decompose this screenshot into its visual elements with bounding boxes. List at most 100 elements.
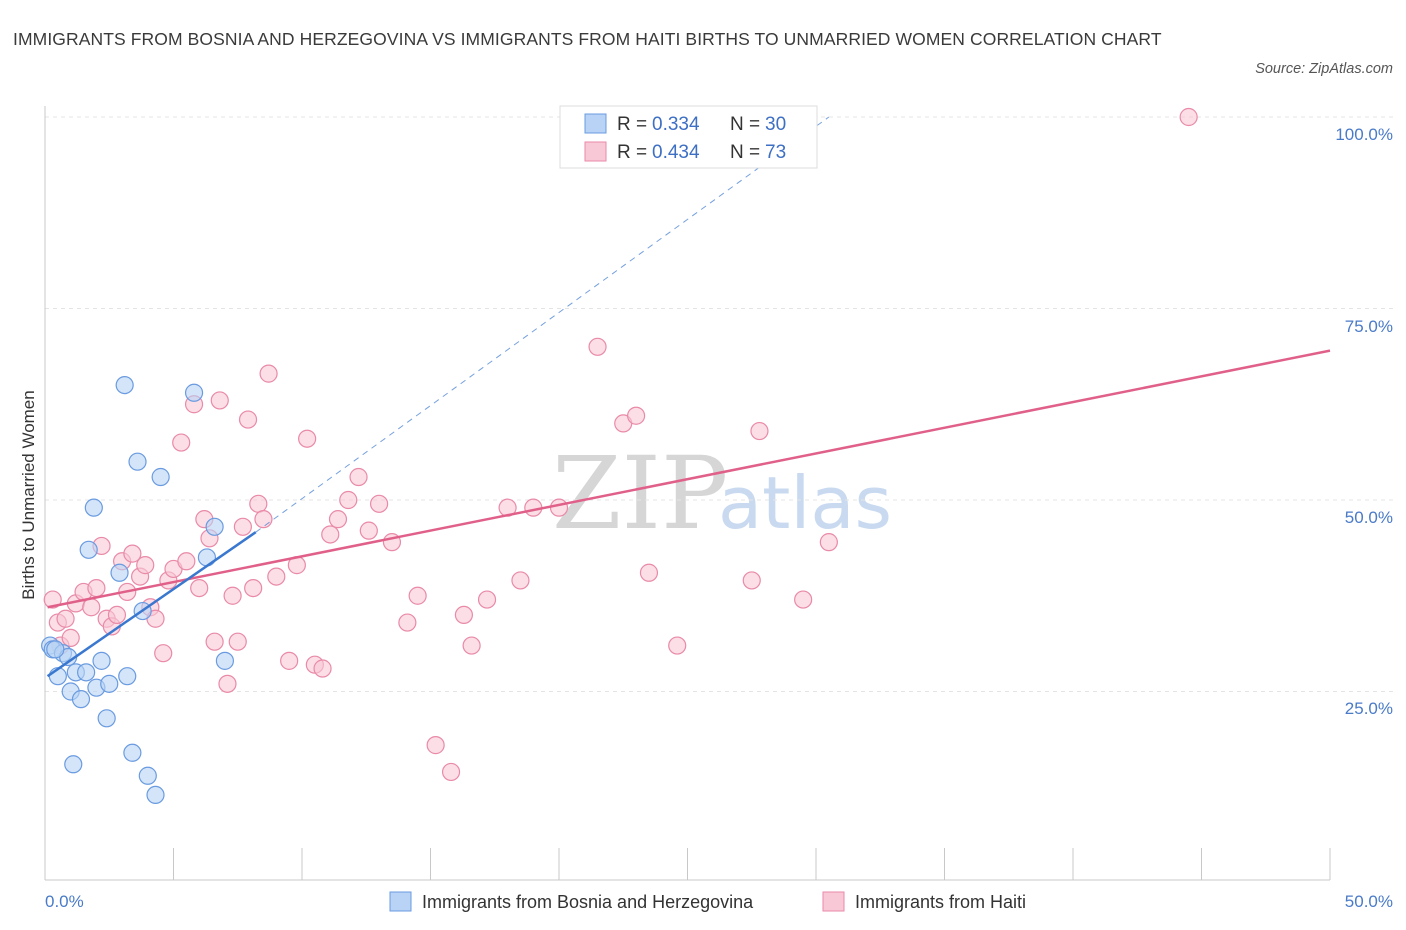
- haiti-point: [238, 410, 258, 429]
- x-tick-label-50: 50.0%: [1345, 892, 1393, 911]
- haiti-point: [210, 391, 229, 410]
- legend-n-label-bosnia: N =: [730, 114, 760, 135]
- haiti-point: [190, 578, 209, 598]
- haiti-point: [462, 636, 481, 655]
- bosnia-point: [64, 755, 83, 774]
- chart-title: IMMIGRANTS FROM BOSNIA AND HERZEGOVINA V…: [13, 29, 1162, 49]
- haiti-point: [750, 421, 769, 441]
- haiti-point: [639, 563, 659, 582]
- legend-r-label-haiti: R =: [617, 142, 647, 163]
- haiti-point: [588, 337, 607, 356]
- bosnia-point: [115, 376, 134, 395]
- bosnia-trend-line: [46, 531, 257, 678]
- haiti-point: [313, 659, 332, 678]
- bottom-legend-label-haiti: Immigrants from Haiti: [855, 892, 1026, 912]
- haiti-point: [280, 651, 299, 670]
- haiti-point: [267, 567, 286, 586]
- haiti-point: [349, 467, 368, 487]
- y-axis-title: Births to Unmarried Women: [19, 390, 38, 599]
- watermark-atlas: atlas: [718, 461, 892, 545]
- bosnia-point: [100, 674, 119, 693]
- haiti-point: [1179, 107, 1198, 127]
- haiti-point: [454, 605, 474, 625]
- haiti-point: [477, 590, 497, 609]
- legend-swatch-haiti: [584, 141, 607, 162]
- haiti-point: [398, 613, 417, 632]
- y-tick-label-100: 100.0%: [1335, 125, 1393, 144]
- source-label: Source: ZipAtlas.com: [1255, 61, 1393, 77]
- haiti-point: [819, 533, 838, 552]
- gridlines: [45, 116, 1395, 692]
- legend-n-label-haiti: N =: [730, 142, 760, 163]
- bosnia-point: [92, 651, 111, 670]
- y-tick-label-75: 75.0%: [1345, 317, 1393, 336]
- bosnia-point: [79, 540, 98, 559]
- bosnia-point: [77, 663, 96, 682]
- haiti-point: [82, 598, 101, 617]
- legend-r-label-bosnia: R =: [617, 114, 647, 135]
- bosnia-point: [215, 651, 234, 670]
- haiti-point: [549, 498, 569, 517]
- haiti-point: [218, 674, 237, 693]
- haiti-point: [244, 578, 263, 598]
- haiti-trend-line: [47, 349, 1331, 609]
- haiti-points: [43, 107, 1198, 782]
- haiti-point: [154, 644, 173, 663]
- bottom-legend-swatch-bosnia: [389, 891, 412, 912]
- bosnia-trend-extension: [255, 116, 830, 533]
- bosnia-point: [146, 785, 165, 805]
- bosnia-point: [123, 743, 142, 762]
- haiti-point: [441, 762, 461, 782]
- bottom-legend-label-bosnia: Immigrants from Bosnia and Herzegovina: [422, 892, 754, 912]
- bosnia-point: [118, 667, 137, 686]
- x-tick-label-0: 0.0%: [45, 892, 84, 911]
- haiti-point: [259, 364, 278, 383]
- haiti-point: [426, 736, 445, 755]
- bosnia-point: [110, 563, 129, 582]
- bottom-legend-swatch-haiti: [822, 891, 845, 912]
- x-ticks: [44, 848, 1331, 880]
- haiti-point: [172, 433, 191, 452]
- haiti-point: [223, 586, 242, 605]
- bosnia-point: [46, 640, 65, 659]
- bosnia-point: [184, 383, 204, 402]
- haiti-point: [359, 521, 378, 540]
- legend-r-value-haiti: 0.434: [652, 142, 700, 163]
- haiti-point: [177, 552, 196, 571]
- y-tick-label-25: 25.0%: [1345, 699, 1393, 718]
- haiti-point: [43, 590, 62, 609]
- legend-box: R = 0.334 N = 30 R = 0.434 N = 73: [559, 105, 818, 169]
- y-tick-label-50: 50.0%: [1345, 508, 1393, 527]
- haiti-point: [321, 525, 340, 544]
- bosnia-point: [138, 766, 157, 785]
- haiti-point: [370, 494, 389, 513]
- haiti-point: [794, 590, 813, 609]
- haiti-point: [249, 494, 268, 513]
- haiti-point: [136, 556, 155, 575]
- bosnia-point: [197, 548, 217, 567]
- bosnia-point: [84, 498, 103, 517]
- haiti-point: [298, 429, 317, 448]
- bosnia-point: [151, 467, 170, 487]
- bosnia-points: [41, 376, 234, 805]
- haiti-point: [61, 628, 80, 647]
- trend-lines: [46, 116, 1331, 678]
- haiti-point: [107, 605, 127, 625]
- legend-n-value-haiti: 73: [765, 142, 786, 163]
- bosnia-point: [205, 517, 224, 536]
- legend-n-value-bosnia: 30: [765, 114, 786, 135]
- haiti-point: [228, 632, 247, 651]
- haiti-point: [205, 632, 224, 651]
- bosnia-point: [128, 452, 147, 471]
- haiti-point: [56, 609, 75, 628]
- bosnia-point: [71, 690, 91, 709]
- haiti-point: [328, 510, 348, 529]
- haiti-point: [742, 571, 761, 590]
- haiti-point: [87, 578, 106, 598]
- legend-swatch-bosnia: [584, 113, 607, 134]
- haiti-point: [233, 517, 252, 536]
- haiti-point: [626, 406, 646, 425]
- legend-r-value-bosnia: 0.334: [652, 114, 700, 135]
- haiti-point: [339, 490, 358, 510]
